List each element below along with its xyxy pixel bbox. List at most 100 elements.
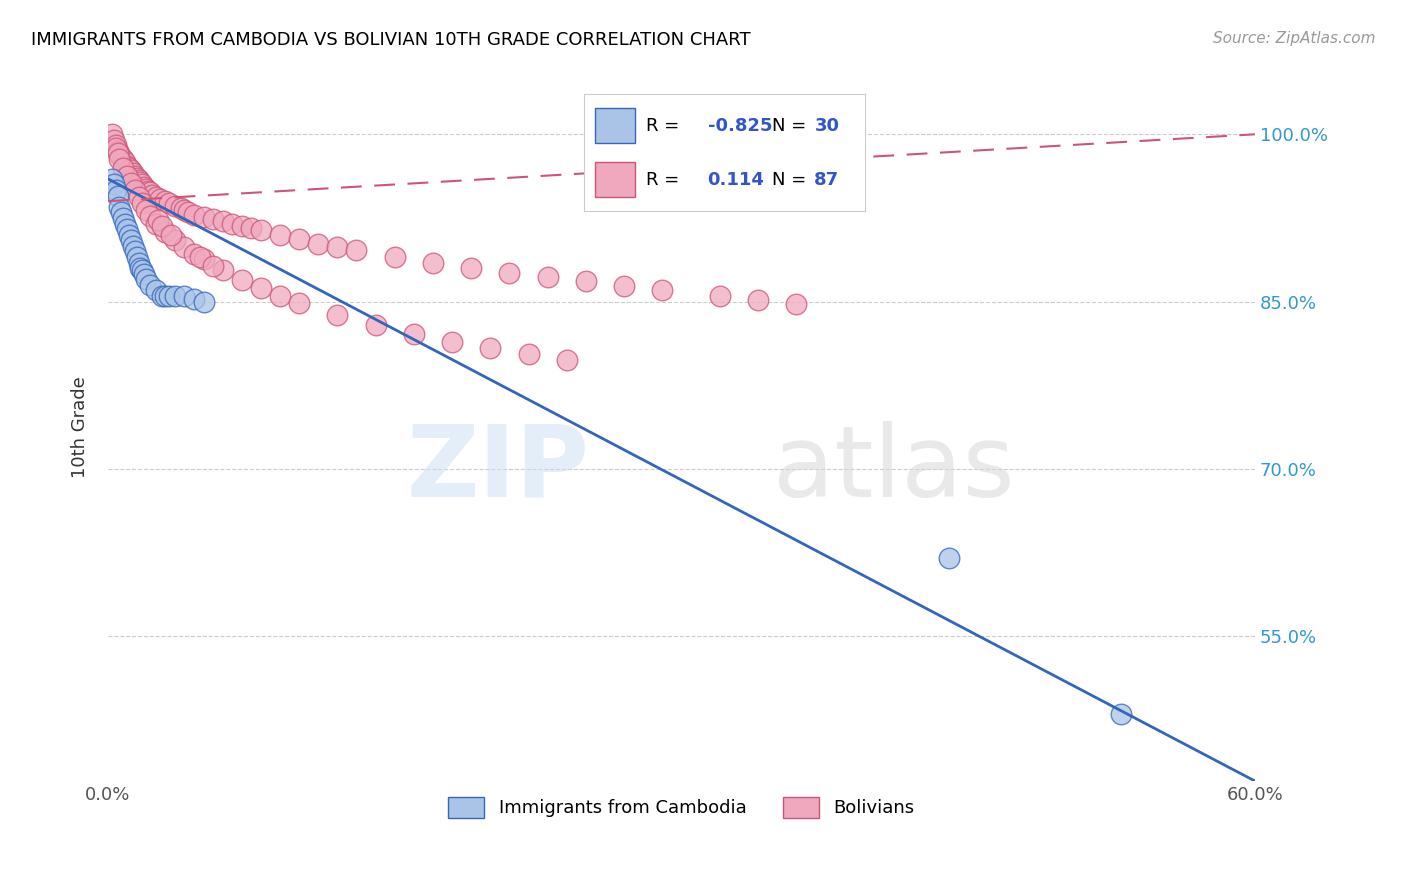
Legend: Immigrants from Cambodia, Bolivians: Immigrants from Cambodia, Bolivians xyxy=(441,789,922,825)
Point xyxy=(173,240,195,254)
Point xyxy=(155,289,177,303)
Point xyxy=(104,183,127,197)
Point xyxy=(211,214,233,228)
Point xyxy=(104,138,127,153)
Point xyxy=(103,133,125,147)
Text: ZIP: ZIP xyxy=(406,421,589,518)
Point xyxy=(193,252,215,267)
Point xyxy=(115,159,138,173)
Point xyxy=(107,144,129,158)
Point xyxy=(183,208,205,222)
Point xyxy=(129,175,152,189)
Point xyxy=(250,281,273,295)
Point xyxy=(120,177,142,191)
Point xyxy=(346,244,368,258)
Point xyxy=(139,277,162,292)
Point xyxy=(121,239,143,253)
Point xyxy=(250,223,273,237)
Point xyxy=(193,210,215,224)
Point xyxy=(124,244,146,259)
Point xyxy=(112,152,135,166)
Point xyxy=(364,318,387,332)
Point xyxy=(155,194,177,209)
Point xyxy=(173,289,195,303)
Point xyxy=(103,178,125,192)
Point xyxy=(517,347,540,361)
Point xyxy=(110,150,132,164)
Point xyxy=(114,217,136,231)
Point xyxy=(134,179,156,194)
Point xyxy=(118,227,141,242)
Point xyxy=(202,259,225,273)
Point xyxy=(157,196,180,211)
Point xyxy=(183,293,205,307)
Point xyxy=(135,203,157,218)
Point xyxy=(460,261,482,276)
Point xyxy=(709,289,731,303)
Point xyxy=(108,147,131,161)
Point xyxy=(118,161,141,175)
Point xyxy=(402,326,425,341)
Point xyxy=(108,200,131,214)
Point xyxy=(145,284,167,298)
Point xyxy=(479,342,502,356)
Point xyxy=(169,201,191,215)
Point xyxy=(938,551,960,566)
Point xyxy=(145,217,167,231)
Point xyxy=(498,266,520,280)
Point xyxy=(107,146,129,161)
Point xyxy=(160,227,183,242)
Point xyxy=(101,172,124,186)
Point xyxy=(121,166,143,180)
Point xyxy=(128,255,150,269)
Point xyxy=(202,212,225,227)
Point xyxy=(163,199,186,213)
Point xyxy=(131,178,153,192)
Point xyxy=(112,161,135,175)
Point xyxy=(150,289,173,303)
Point xyxy=(188,250,211,264)
Text: atlas: atlas xyxy=(773,421,1015,518)
Point xyxy=(193,294,215,309)
Point xyxy=(326,308,349,322)
Point xyxy=(536,270,558,285)
Point xyxy=(651,284,673,298)
Point xyxy=(110,205,132,219)
Point xyxy=(231,219,253,233)
Point xyxy=(221,217,243,231)
Point xyxy=(139,186,162,200)
Point xyxy=(326,240,349,254)
Point xyxy=(139,209,162,223)
Point xyxy=(125,170,148,185)
Point xyxy=(112,211,135,225)
Point xyxy=(269,227,291,242)
Point xyxy=(104,141,127,155)
Point xyxy=(155,226,177,240)
Point xyxy=(785,297,807,311)
Point xyxy=(135,272,157,286)
Text: IMMIGRANTS FROM CAMBODIA VS BOLIVIAN 10TH GRADE CORRELATION CHART: IMMIGRANTS FROM CAMBODIA VS BOLIVIAN 10T… xyxy=(31,31,751,49)
Point xyxy=(240,221,263,235)
Point xyxy=(183,246,205,260)
Point xyxy=(211,263,233,277)
Point xyxy=(288,295,311,310)
Point xyxy=(101,128,124,142)
Point xyxy=(177,205,200,219)
Point xyxy=(115,222,138,236)
Point xyxy=(173,203,195,218)
Point xyxy=(747,293,769,308)
Point xyxy=(163,289,186,303)
Point xyxy=(141,187,163,202)
Point xyxy=(441,334,464,349)
Point xyxy=(613,279,636,293)
Point xyxy=(1109,707,1132,722)
Point xyxy=(145,190,167,204)
Point xyxy=(114,155,136,169)
Point xyxy=(128,190,150,204)
Point xyxy=(384,250,406,264)
Point xyxy=(136,184,159,198)
Point xyxy=(163,233,186,247)
Point xyxy=(575,275,598,289)
Point xyxy=(124,183,146,197)
Point xyxy=(131,263,153,277)
